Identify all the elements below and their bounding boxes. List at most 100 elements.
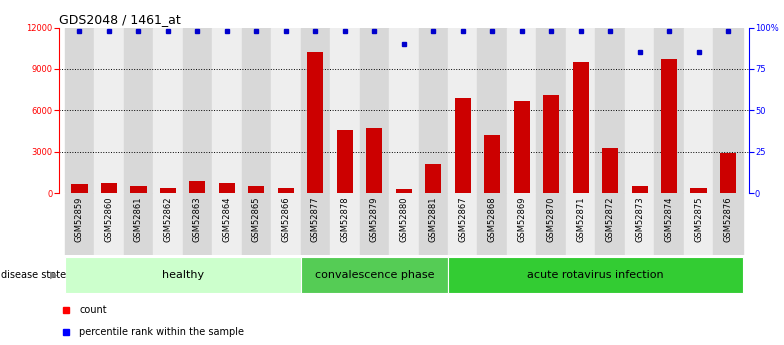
Bar — [124, 28, 153, 193]
Bar — [336, 130, 353, 193]
Text: GSM52875: GSM52875 — [694, 196, 703, 242]
Bar — [713, 28, 742, 193]
Bar — [130, 186, 147, 193]
Bar — [101, 183, 117, 193]
Bar — [124, 193, 153, 255]
Bar — [566, 28, 595, 193]
Text: GSM52877: GSM52877 — [310, 196, 320, 242]
Bar — [94, 193, 124, 255]
Text: GSM52870: GSM52870 — [546, 196, 556, 242]
Bar — [448, 193, 477, 255]
Text: ▶: ▶ — [50, 270, 58, 280]
Bar — [300, 193, 330, 255]
Text: GSM52872: GSM52872 — [606, 196, 615, 242]
Bar — [71, 184, 88, 193]
Bar — [477, 28, 507, 193]
FancyBboxPatch shape — [448, 257, 742, 293]
FancyBboxPatch shape — [65, 257, 300, 293]
Bar — [330, 28, 360, 193]
Text: GSM52861: GSM52861 — [134, 196, 143, 242]
Bar — [691, 188, 706, 193]
Text: GSM52868: GSM52868 — [488, 196, 497, 242]
Text: GSM52881: GSM52881 — [429, 196, 437, 242]
Text: disease state: disease state — [1, 270, 66, 280]
Bar — [212, 28, 241, 193]
Text: GSM52879: GSM52879 — [370, 196, 379, 242]
Text: GSM52876: GSM52876 — [724, 196, 732, 242]
Bar — [536, 28, 566, 193]
Bar — [65, 28, 94, 193]
Bar — [307, 52, 324, 193]
Bar — [278, 188, 294, 193]
Bar — [271, 28, 300, 193]
Text: acute rotavirus infection: acute rotavirus infection — [527, 270, 664, 280]
Text: GSM52863: GSM52863 — [193, 196, 201, 242]
Bar — [360, 28, 389, 193]
Bar — [566, 193, 595, 255]
Text: GSM52866: GSM52866 — [281, 196, 290, 242]
Bar — [448, 28, 477, 193]
Bar — [94, 28, 124, 193]
Text: GSM52874: GSM52874 — [665, 196, 673, 242]
Text: GSM52880: GSM52880 — [399, 196, 408, 242]
Bar — [536, 193, 566, 255]
Bar — [153, 28, 183, 193]
Bar — [655, 28, 684, 193]
Bar — [625, 193, 655, 255]
Bar — [419, 28, 448, 193]
Bar — [655, 193, 684, 255]
Text: percentile rank within the sample: percentile rank within the sample — [79, 327, 245, 337]
Bar — [189, 181, 205, 193]
Bar — [300, 28, 330, 193]
Bar — [396, 189, 412, 193]
Bar — [330, 193, 360, 255]
Bar — [241, 28, 271, 193]
Bar — [625, 28, 655, 193]
Bar — [543, 95, 559, 193]
Text: GSM52862: GSM52862 — [163, 196, 172, 242]
Text: GSM52878: GSM52878 — [340, 196, 350, 242]
Bar — [595, 28, 625, 193]
Text: GSM52860: GSM52860 — [104, 196, 114, 242]
Bar — [160, 188, 176, 193]
Bar — [602, 148, 619, 193]
Bar — [219, 183, 235, 193]
Text: healthy: healthy — [162, 270, 204, 280]
Text: GSM52859: GSM52859 — [75, 196, 84, 242]
Bar — [389, 28, 419, 193]
Bar — [684, 193, 713, 255]
Bar — [632, 186, 648, 193]
Bar — [507, 193, 536, 255]
Bar — [241, 193, 271, 255]
Bar — [360, 193, 389, 255]
Text: count: count — [79, 305, 107, 315]
Text: GSM52867: GSM52867 — [458, 196, 467, 242]
Bar — [713, 193, 742, 255]
Bar — [389, 193, 419, 255]
Bar — [484, 135, 500, 193]
FancyBboxPatch shape — [300, 257, 448, 293]
Text: GSM52864: GSM52864 — [223, 196, 231, 242]
Bar — [183, 193, 212, 255]
Text: GSM52873: GSM52873 — [635, 196, 644, 242]
Bar — [271, 193, 300, 255]
Bar — [366, 128, 383, 193]
Bar — [595, 193, 625, 255]
Bar — [249, 186, 264, 193]
Bar — [720, 153, 736, 193]
Bar — [183, 28, 212, 193]
Bar — [514, 101, 530, 193]
Bar — [507, 28, 536, 193]
Bar — [153, 193, 183, 255]
Bar — [572, 62, 589, 193]
Bar — [661, 59, 677, 193]
Bar — [212, 193, 241, 255]
Bar — [65, 193, 94, 255]
Text: convalescence phase: convalescence phase — [314, 270, 434, 280]
Bar — [419, 193, 448, 255]
Bar — [477, 193, 507, 255]
Text: GDS2048 / 1461_at: GDS2048 / 1461_at — [59, 13, 180, 27]
Text: GSM52865: GSM52865 — [252, 196, 261, 242]
Bar — [684, 28, 713, 193]
Bar — [455, 98, 471, 193]
